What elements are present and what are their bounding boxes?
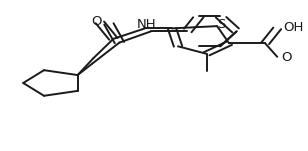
Text: OH: OH	[283, 21, 304, 34]
Text: O: O	[91, 15, 102, 28]
Text: NH: NH	[137, 18, 156, 31]
Text: S: S	[217, 18, 226, 31]
Text: O: O	[282, 51, 292, 64]
